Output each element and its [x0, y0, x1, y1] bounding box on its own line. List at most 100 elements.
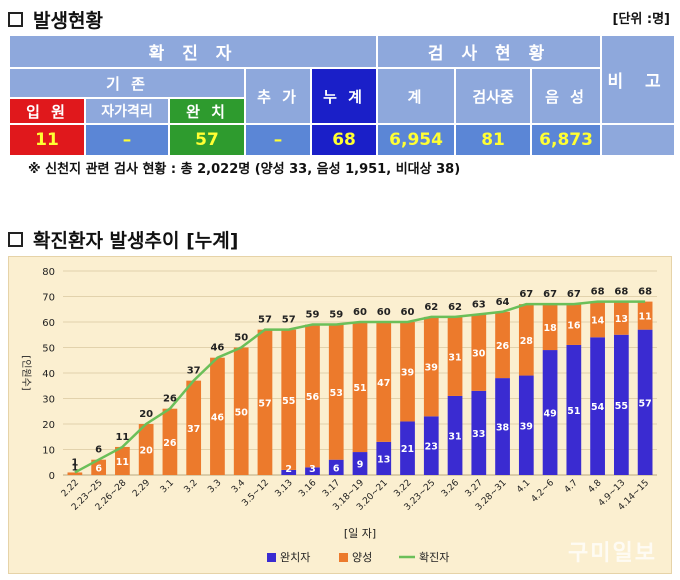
data-label-confirmed: 68	[614, 287, 628, 298]
data-label-positive: 56	[306, 392, 320, 403]
cumulative-header: 누 계	[309, 67, 379, 125]
total-value: 6,954	[376, 123, 457, 157]
bar-recovered	[376, 441, 392, 475]
data-label-recovered: 57	[639, 398, 652, 409]
data-label-positive: 13	[615, 314, 628, 325]
bar-positive	[257, 329, 273, 475]
data-label-positive: 6	[95, 463, 102, 474]
data-label-positive: 14	[591, 315, 605, 326]
data-label-confirmed: 59	[306, 310, 320, 321]
bar-recovered	[305, 467, 320, 475]
section2-title: 확진환자 발생추이 [누계]	[8, 226, 238, 253]
data-label-recovered: 38	[496, 423, 510, 434]
y-axis-title: [인원수]	[20, 355, 32, 391]
data-label-positive: 31	[448, 352, 461, 363]
data-label-confirmed: 50	[234, 333, 248, 344]
data-label-confirmed: 57	[282, 315, 296, 326]
section1-title: 발생현황	[8, 6, 103, 33]
data-label-recovered: 9	[357, 460, 364, 471]
data-label-positive: 39	[425, 363, 438, 374]
data-label-confirmed: 60	[401, 307, 415, 318]
data-label-recovered: 6	[333, 463, 340, 474]
bar-positive	[281, 329, 297, 470]
bar-recovered	[542, 350, 558, 475]
x-tick-label: 3.2	[183, 478, 200, 495]
y-tick-label: 40	[42, 369, 55, 380]
bar-positive	[91, 459, 107, 475]
x-tick-label: 3.5~12	[240, 478, 271, 509]
total-header: 계	[376, 67, 457, 125]
y-tick-label: 0	[49, 471, 55, 482]
section2-title-text: 확진환자 발생추이 [누계]	[33, 230, 239, 252]
legend-label-confirmed: 확진자	[419, 551, 449, 564]
bar-positive	[423, 316, 439, 417]
remark-header: 비 고	[600, 34, 677, 125]
y-tick-label: 50	[42, 344, 55, 355]
bar-positive	[138, 424, 154, 475]
bar-positive	[328, 324, 344, 460]
data-label-confirmed: 1	[71, 457, 78, 468]
bar-recovered	[637, 329, 653, 475]
data-label-positive: 39	[401, 368, 414, 379]
data-label-positive: 51	[353, 383, 366, 394]
test-header: 검 사 현 황	[376, 34, 603, 69]
remark-value	[600, 123, 677, 157]
negative-header: 음 성	[530, 67, 603, 125]
x-axis-title: [일 자]	[344, 526, 376, 540]
bar-recovered	[328, 459, 344, 475]
x-tick-label: 3.26	[440, 478, 461, 499]
data-label-positive: 20	[140, 446, 154, 457]
data-label-recovered: 39	[520, 421, 533, 432]
data-label-confirmed: 68	[591, 287, 605, 298]
added-header: 추 가	[244, 67, 312, 125]
legend-swatch-recovered	[267, 553, 276, 562]
bar-recovered	[566, 344, 582, 475]
checkbox-square-icon	[8, 232, 23, 247]
data-label-recovered: 54	[591, 402, 605, 413]
status-table: 확 진 자 검 사 현 황 비 고 기 존 추 가 누 계 계 검사중 음 성 …	[7, 34, 677, 157]
bar-positive	[542, 304, 558, 351]
x-tick-label: 3.27	[464, 478, 485, 499]
y-tick-label: 70	[42, 293, 55, 304]
data-label-positive: 26	[496, 341, 510, 352]
data-label-positive: 53	[330, 388, 343, 399]
x-tick-label: 3.13	[274, 478, 295, 499]
data-label-confirmed: 11	[115, 432, 129, 443]
data-label-recovered: 23	[425, 442, 438, 453]
bar-recovered	[352, 452, 368, 475]
x-tick-label: 4.8	[587, 478, 604, 495]
x-tick-label: 2.29	[131, 478, 152, 499]
bar-recovered	[590, 337, 605, 475]
x-tick-label: 3.4	[230, 478, 247, 495]
data-label-positive: 50	[235, 407, 249, 418]
negative-value: 6,873	[530, 123, 603, 157]
x-tick-label: 4.1	[515, 478, 532, 495]
data-label-positive: 37	[187, 424, 200, 435]
bar-positive	[400, 322, 415, 422]
bar-recovered	[495, 378, 510, 475]
x-tick-label: 3.1	[159, 478, 176, 495]
bar-positive	[305, 324, 320, 468]
hospitalized-value: 11	[8, 123, 86, 157]
bar-positive	[518, 304, 534, 376]
data-label-confirmed: 37	[187, 366, 201, 377]
data-label-confirmed: 63	[472, 299, 486, 310]
shincheonji-note: ※ 신천지 관련 검사 현황 : 총 2,022명 (양성 33, 음성 1,9…	[28, 162, 461, 177]
bar-recovered	[471, 390, 487, 475]
bar-positive	[637, 301, 653, 330]
data-label-confirmed: 26	[163, 394, 177, 405]
data-label-recovered: 33	[472, 429, 485, 440]
data-label-confirmed: 60	[353, 307, 367, 318]
x-tick-label: 3.3	[206, 478, 223, 495]
data-label-recovered: 31	[448, 431, 461, 442]
bar-recovered	[447, 395, 463, 475]
selfisolation-value: –	[84, 123, 170, 157]
data-label-confirmed: 60	[377, 307, 391, 318]
data-label-confirmed: 67	[567, 289, 581, 300]
data-label-confirmed: 57	[258, 315, 272, 326]
legend-label-positive: 양성	[352, 551, 372, 564]
bar-positive	[115, 446, 130, 475]
confirmed-trend-chart: 0102030405060708012.2262.23~25112.26~282…	[20, 267, 657, 564]
data-label-confirmed: 62	[424, 302, 438, 313]
watermark: 구미일보	[568, 541, 657, 566]
